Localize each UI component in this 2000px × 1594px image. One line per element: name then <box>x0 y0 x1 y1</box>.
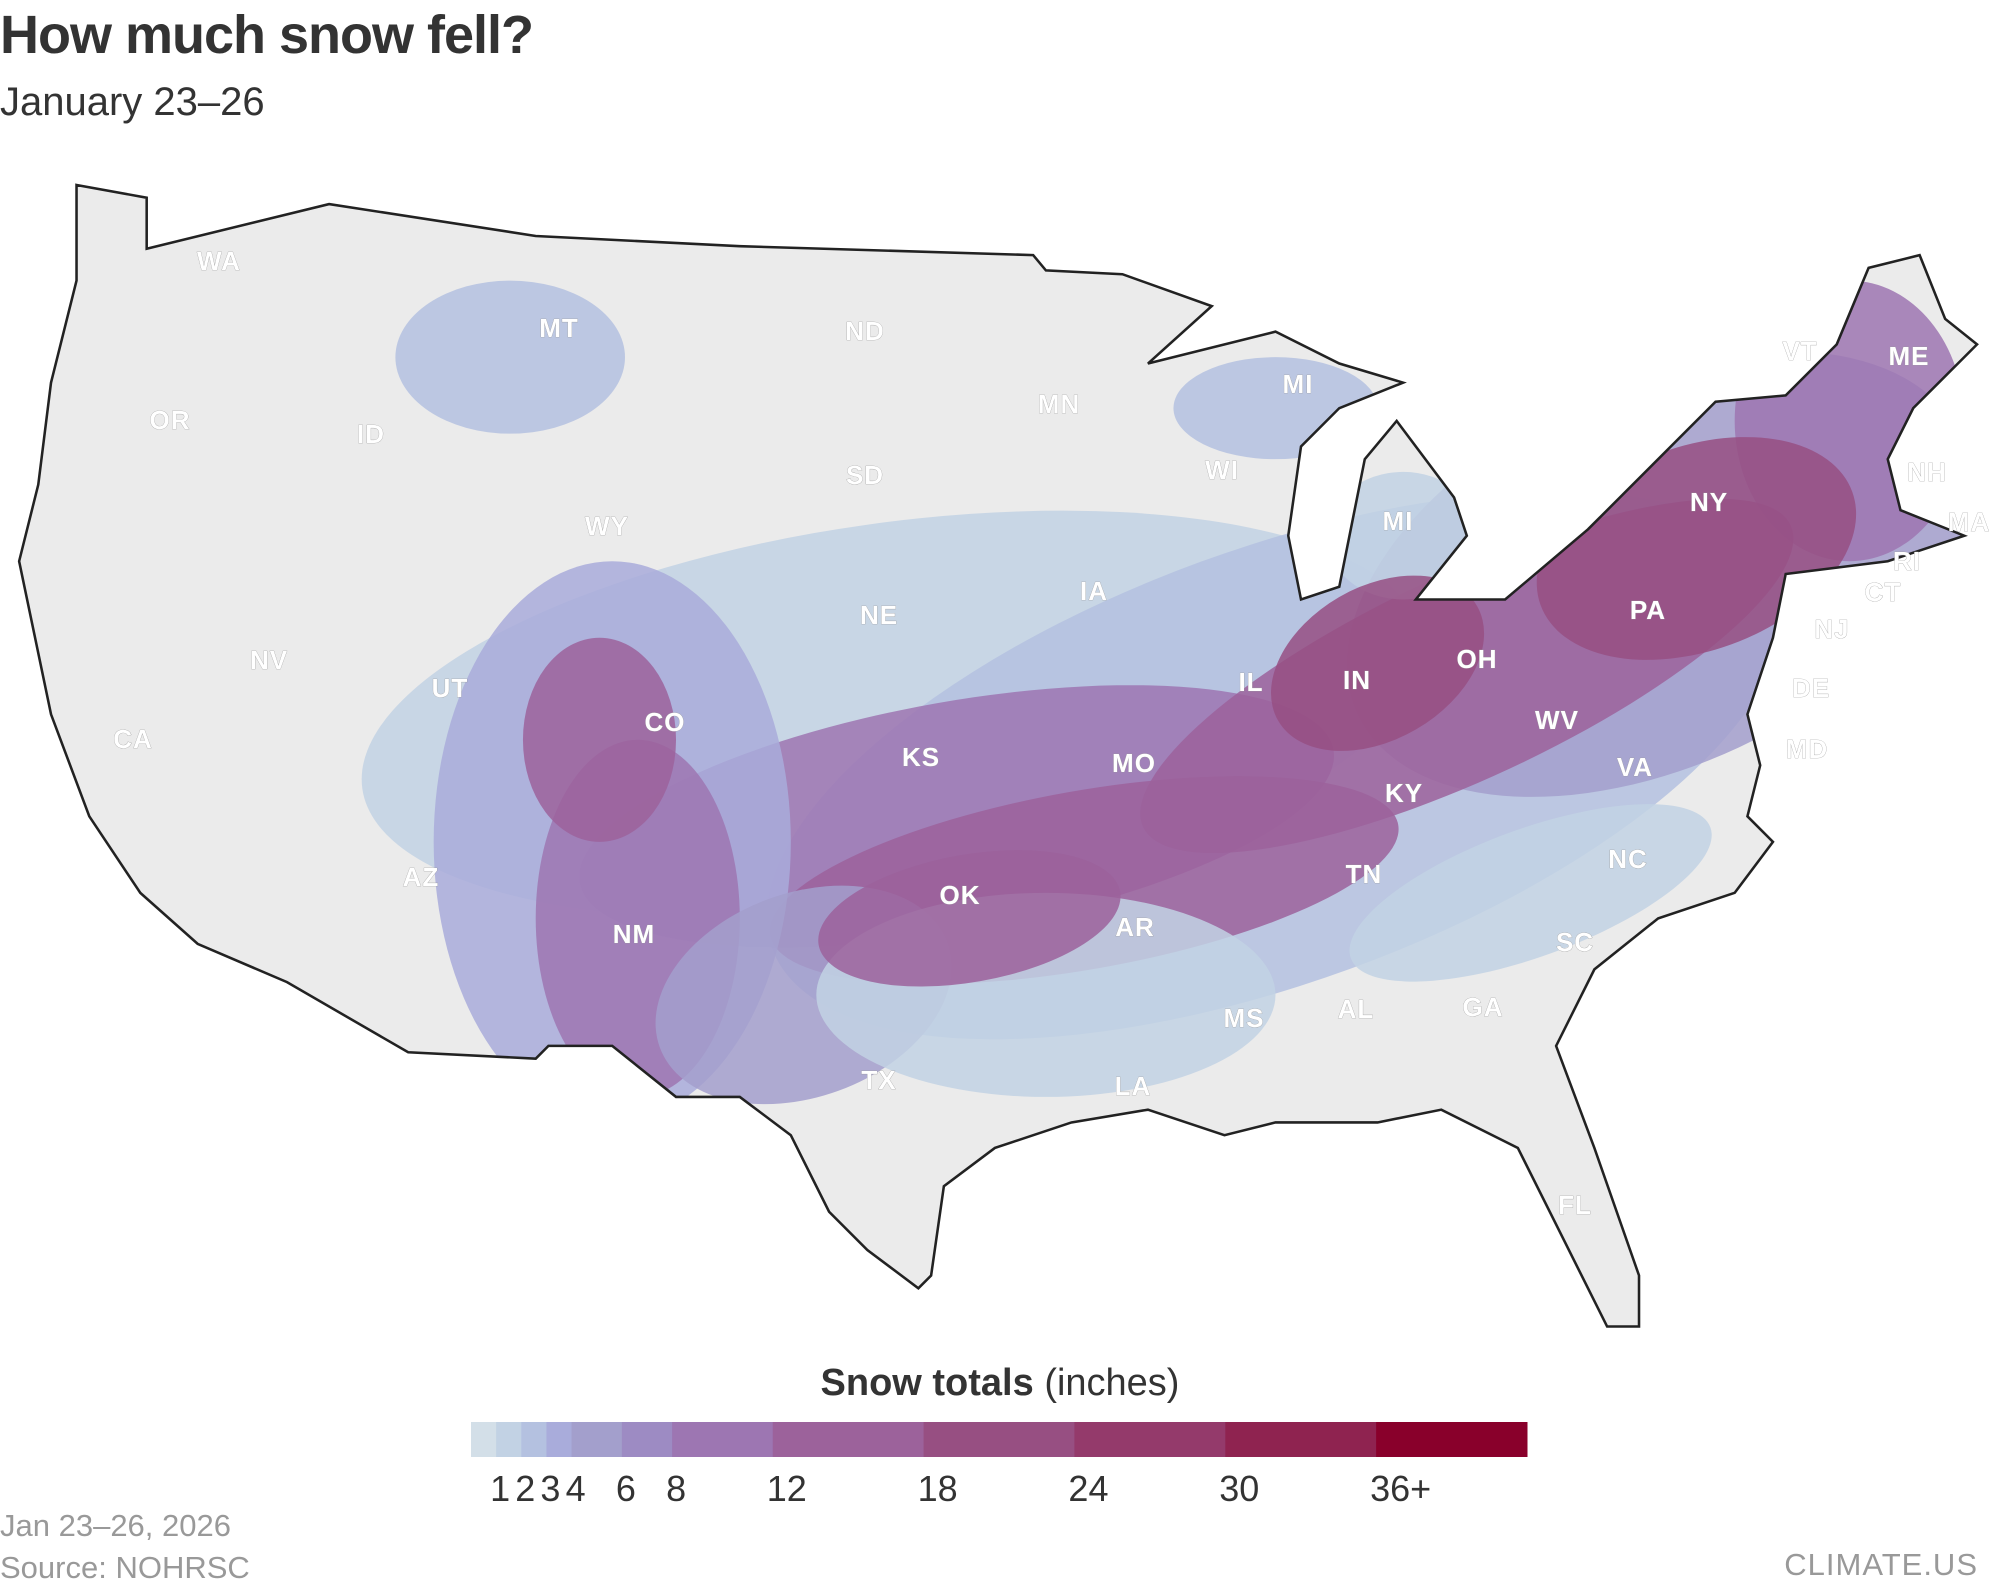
state-label-ky: KY <box>1385 778 1423 808</box>
state-label-la: LA <box>1115 1071 1152 1101</box>
state-label-me: ME <box>1889 341 1930 371</box>
legend-swatch <box>1376 1422 1528 1457</box>
state-label-mt: MT <box>539 313 579 343</box>
legend-swatch <box>571 1422 623 1457</box>
state-label-va: VA <box>1617 752 1653 782</box>
state-label-wa: WA <box>197 246 241 276</box>
state-label-mo: MO <box>1112 748 1156 778</box>
state-label-id: ID <box>357 419 385 449</box>
legend-swatch <box>496 1422 522 1457</box>
state-label-sd: SD <box>846 460 884 490</box>
legend-swatch <box>923 1422 1075 1457</box>
state-label-in: IN <box>1343 665 1371 695</box>
state-label-ut: UT <box>432 673 469 703</box>
state-label-ks: KS <box>902 742 940 772</box>
state-label-ct: CT <box>1865 577 1902 607</box>
chart-subtitle: January 23–26 <box>0 80 265 124</box>
legend-tick-label: 1 <box>490 1468 510 1509</box>
state-label-ri: RI <box>1893 546 1921 576</box>
state-label-mi: MI <box>1283 369 1314 399</box>
legend-title: Snow totals (inches) <box>0 1362 2000 1405</box>
legend-tick-label: 2 <box>515 1468 535 1509</box>
legend-swatch <box>1225 1422 1377 1457</box>
snow-area <box>1349 804 1712 982</box>
state-label-nj: NJ <box>1814 614 1849 644</box>
legend-tick-label: 18 <box>918 1468 958 1509</box>
state-label-wi: WI <box>1205 455 1239 485</box>
state-label-vt: VT <box>1782 336 1817 366</box>
state-label-al: AL <box>1338 994 1375 1024</box>
state-label-ar: AR <box>1115 912 1155 942</box>
state-label-oh: OH <box>1457 644 1498 674</box>
state-label-tx: TX <box>861 1065 896 1095</box>
legend-tick-label: 12 <box>767 1468 807 1509</box>
state-label-ca: CA <box>113 724 153 754</box>
state-label-ok: OK <box>940 880 981 910</box>
state-label-tn: TN <box>1346 859 1383 889</box>
state-label-ma: MA <box>1948 507 1990 537</box>
legend-swatch <box>621 1422 673 1457</box>
state-label-ia: IA <box>1080 576 1108 606</box>
legend-swatch <box>546 1422 573 1457</box>
legend-tick-label: 4 <box>566 1468 586 1509</box>
state-label-nm: NM <box>613 919 655 949</box>
state-label-wv: WV <box>1535 705 1579 735</box>
legend-tick-label: 8 <box>666 1468 686 1509</box>
snow-area <box>1173 357 1378 460</box>
snow-area <box>522 637 677 842</box>
legend-tick-label: 36+ <box>1370 1468 1431 1509</box>
state-label-pa: PA <box>1630 595 1666 625</box>
state-label-ga: GA <box>1463 992 1504 1022</box>
footer-date: Jan 23–26, 2026 <box>0 1508 231 1543</box>
legend-swatch <box>1074 1422 1226 1457</box>
legend-tick-label: 6 <box>616 1468 636 1509</box>
legend-swatch <box>772 1422 925 1457</box>
state-label-sc: SC <box>1556 927 1594 957</box>
snow-area <box>818 850 1121 987</box>
state-label-mn: MN <box>1038 389 1080 419</box>
state-label-ms: MS <box>1224 1003 1265 1033</box>
state-label-az: AZ <box>403 862 440 892</box>
chart-title: How much snow fell? <box>0 5 534 65</box>
state-label-co: CO <box>645 707 686 737</box>
legend-title-bold: Snow totals <box>820 1362 1034 1404</box>
state-label-or: OR <box>150 405 191 435</box>
state-label-ny: NY <box>1690 487 1728 517</box>
legend-tick-label: 3 <box>540 1468 560 1509</box>
state-label-il: IL <box>1238 667 1263 697</box>
legend-swatch <box>672 1422 774 1457</box>
legend-swatch <box>521 1422 547 1457</box>
footer-brand: CLIMATE.US <box>1784 1547 1978 1582</box>
state-label-nc: NC <box>1608 844 1648 874</box>
legend-tick-label: 30 <box>1219 1468 1259 1509</box>
legend-unit: (inches) <box>1044 1362 1180 1404</box>
state-label-mi: MI <box>1383 506 1414 536</box>
state-label-nh: NH <box>1907 457 1947 487</box>
state-label-nv: NV <box>250 645 288 675</box>
legend-color-bar <box>471 1422 1528 1457</box>
footer-source: Source: NOHRSC <box>0 1550 250 1585</box>
state-label-nd: ND <box>845 316 885 346</box>
us-coastline <box>17 183 1979 1328</box>
state-label-md: MD <box>1786 734 1828 764</box>
state-label-wy: WY <box>585 511 629 541</box>
legend-swatch <box>471 1422 497 1457</box>
footer-left: Jan 23–26, 2026 Source: NOHRSC <box>0 1505 250 1589</box>
state-label-fl: FL <box>1558 1190 1592 1220</box>
legend-tick-label: 24 <box>1068 1468 1108 1509</box>
state-label-de: DE <box>1792 673 1830 703</box>
state-label-ne: NE <box>860 600 898 630</box>
snow-area <box>1271 575 1485 751</box>
snow-area <box>395 280 625 434</box>
